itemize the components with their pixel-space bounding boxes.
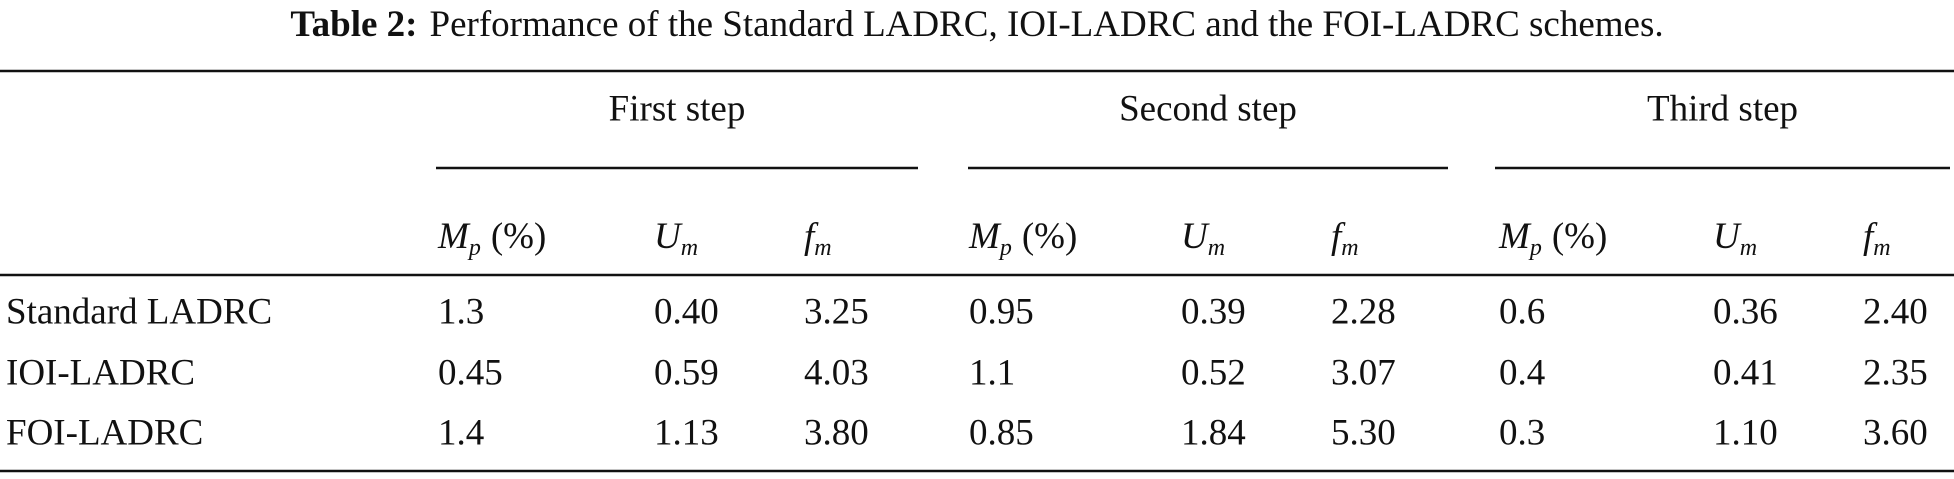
subheader: Um — [654, 216, 698, 260]
cell: 0.45 — [438, 352, 503, 393]
cell: 3.07 — [1331, 352, 1396, 393]
symbol: M — [1498, 216, 1532, 257]
row-label: FOI-LADRC — [6, 412, 203, 453]
subscript: m — [1740, 235, 1757, 261]
cell: 3.80 — [804, 412, 869, 453]
group-header: First step — [609, 88, 746, 129]
cell: 0.85 — [969, 412, 1034, 453]
cell: 0.3 — [1499, 412, 1545, 453]
subheader: Mp (%) — [1498, 216, 1607, 260]
cell: 0.52 — [1181, 352, 1246, 393]
cell: 0.6 — [1499, 291, 1545, 332]
cell: 3.25 — [804, 291, 869, 332]
cell: 1.13 — [654, 412, 719, 453]
cell: 0.41 — [1713, 352, 1778, 393]
cell: 1.84 — [1181, 412, 1246, 453]
subscript: m — [1341, 235, 1358, 261]
group-header: Second step — [1119, 88, 1297, 129]
subheader: fm — [1863, 216, 1891, 260]
cell: 1.4 — [438, 412, 484, 453]
cell: 4.03 — [804, 352, 869, 393]
cell: 0.39 — [1181, 291, 1246, 332]
symbol: M — [437, 216, 471, 257]
row-label: Standard LADRC — [6, 291, 272, 332]
cell: 2.40 — [1863, 291, 1928, 332]
subscript: m — [681, 235, 698, 261]
cell: 0.40 — [654, 291, 719, 332]
cell: 0.59 — [654, 352, 719, 393]
subscript: m — [814, 235, 831, 261]
caption-text: Performance of the Standard LADRC, IOI-L… — [430, 4, 1664, 45]
caption-label: Table 2: — [290, 4, 417, 45]
subscript: p — [1528, 235, 1542, 261]
row-label: IOI-LADRC — [6, 352, 195, 393]
cell: 2.35 — [1863, 352, 1928, 393]
symbol: M — [968, 216, 1002, 257]
cell: 0.95 — [969, 291, 1034, 332]
subheader: Um — [1181, 216, 1225, 260]
subscript: p — [467, 235, 481, 261]
symbol: U — [1181, 216, 1210, 257]
subheader: Mp (%) — [437, 216, 546, 260]
cell: 0.36 — [1713, 291, 1778, 332]
cell: 2.28 — [1331, 291, 1396, 332]
subheader: Um — [1713, 216, 1757, 260]
symbol: U — [1713, 216, 1742, 257]
cell: 1.10 — [1713, 412, 1778, 453]
cell: 1.3 — [438, 291, 484, 332]
symbol: U — [654, 216, 683, 257]
cell: 5.30 — [1331, 412, 1396, 453]
unit: (%) — [1552, 216, 1607, 257]
unit: (%) — [1022, 216, 1077, 257]
caption: Table 2: Performance of the Standard LADR… — [290, 4, 1663, 45]
cell: 3.60 — [1863, 412, 1928, 453]
subheader: fm — [804, 216, 832, 260]
cell: 0.4 — [1499, 352, 1545, 393]
cell: 1.1 — [969, 352, 1015, 393]
subscript: m — [1208, 235, 1225, 261]
subscript: m — [1873, 235, 1890, 261]
subheader: Mp (%) — [968, 216, 1077, 260]
subheader: fm — [1331, 216, 1359, 260]
unit: (%) — [491, 216, 546, 257]
group-header: Third step — [1647, 88, 1798, 129]
subscript: p — [998, 235, 1012, 261]
